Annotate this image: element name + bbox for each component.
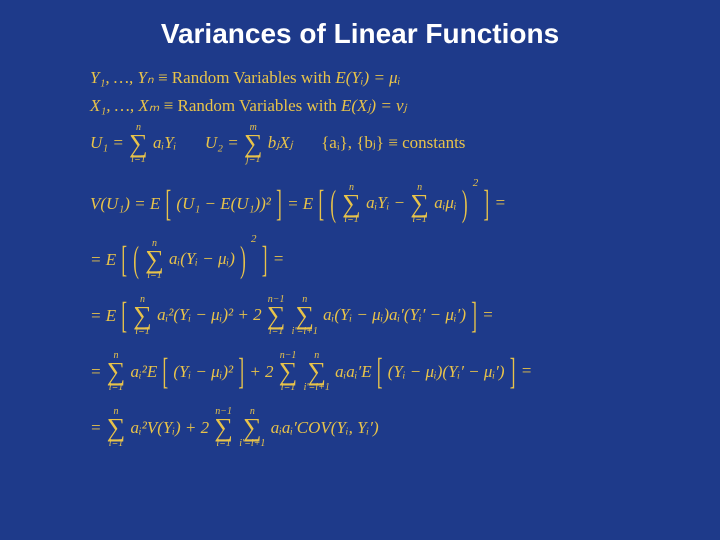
sum-icon: n ∑ i=1 (129, 123, 148, 165)
sum-bot: i=1 (107, 439, 126, 449)
eq-line-2: X₁, …, Xₘ ≡ Random Variables with E(Xⱼ) … (90, 96, 690, 116)
l5-tail: = (273, 249, 284, 268)
l7-innerA: (Yᵢ − μᵢ)² (173, 362, 233, 382)
l7-innerB: (Yᵢ − μᵢ)(Yᵢ′ − μᵢ′) (388, 362, 505, 382)
sum-bot: i=1 (107, 383, 126, 393)
sum-icon: n ∑ i′=i+1 (292, 295, 318, 337)
sum-icon: n ∑ i=1 (145, 239, 164, 281)
sum-bot: i=1 (342, 215, 361, 225)
sum-bot: i=1 (267, 327, 286, 337)
l5-lhs: = E (90, 250, 116, 270)
sum-bot: i=1 (129, 155, 148, 165)
l4-bodyB: aᵢμᵢ (434, 193, 456, 212)
eq-line-4: V(U₁) = E [ (U₁ − E(U₁))² ] = E [ ( n ∑ … (90, 183, 690, 225)
l4-sq: 2 (473, 177, 479, 190)
l2-lhs: X₁, …, Xₘ (90, 96, 159, 115)
sum-bot: i=1 (145, 271, 164, 281)
eq-line-6: = E [ n ∑ i=1 aᵢ²(Yᵢ − μᵢ)² + 2 n−1 ∑ i=… (90, 295, 690, 337)
l6-bodyA: aᵢ²(Yᵢ − μᵢ)² + 2 (157, 305, 262, 324)
l2-text: ≡ Random Variables with (164, 96, 341, 115)
l3-body2: bⱼXⱼ (268, 133, 293, 152)
l8-lhs: = (90, 418, 101, 438)
sum-bot: j=1 (244, 155, 263, 165)
l4-lhs: V(U₁) = E (90, 194, 160, 214)
sum-bot: i=1 (214, 439, 233, 449)
l1-rhs: E(Yᵢ) = μᵢ (335, 68, 400, 87)
l7-plus: + 2 (249, 362, 273, 382)
eq-line-3: U₁ = n ∑ i=1 aᵢYᵢ U₂ = m ∑ j=1 bⱼXⱼ { (90, 123, 690, 165)
slide-title: Variances of Linear Functions (90, 18, 690, 50)
l7-tail: = (521, 361, 532, 380)
l3-u1: U₁ = (90, 133, 128, 152)
sum-bot: i=1 (279, 383, 298, 393)
sum-icon: n−1 ∑ i=1 (279, 351, 298, 393)
sum-icon: n ∑ i=1 (107, 351, 126, 393)
sum-bot: i′=i+1 (239, 439, 265, 449)
l7-lhs: = (90, 362, 101, 382)
math-block: Y₁, …, Yₙ ≡ Random Variables with E(Yᵢ) … (90, 68, 690, 449)
sum-bot: i′=i+1 (292, 327, 318, 337)
l8-bodyB: aᵢaᵢ′COV(Yᵢ, Yᵢ′) (271, 418, 379, 438)
sum-icon: n ∑ i=1 (133, 295, 152, 337)
l4-tail: = (494, 193, 505, 212)
sum-bot: i′=i+1 (304, 383, 330, 393)
sum-icon: n ∑ i=1 (342, 183, 361, 225)
l6-tail: = (482, 305, 493, 324)
eq-line-1: Y₁, …, Yₙ ≡ Random Variables with E(Yᵢ) … (90, 68, 690, 88)
eq-line-5: = E [ ( n ∑ i=1 aᵢ(Yᵢ − μᵢ) ) 2 ] = (90, 239, 690, 281)
l7-bodyA: aᵢ²E (131, 362, 158, 382)
slide: Variances of Linear Functions Y₁, …, Yₙ … (0, 0, 720, 540)
sum-bot: i=1 (410, 215, 429, 225)
l5-sq: 2 (251, 233, 257, 246)
l7-bodyB: aᵢaᵢ′E (335, 362, 371, 382)
sum-icon: n ∑ i=1 (410, 183, 429, 225)
l6-lhs: = E (90, 306, 116, 326)
l2-rhs: E(Xⱼ) = νⱼ (341, 96, 407, 115)
l8-bodyA: aᵢ²V(Yᵢ) + 2 (131, 418, 210, 438)
sum-bot: i=1 (133, 327, 152, 337)
sum-icon: m ∑ j=1 (244, 123, 263, 165)
l5-body: aᵢ(Yᵢ − μᵢ) (169, 249, 235, 268)
sum-icon: n−1 ∑ i=1 (267, 295, 286, 337)
eq-line-8: = n ∑ i=1 aᵢ²V(Yᵢ) + 2 n−1 ∑ i=1 n ∑ i′=… (90, 407, 690, 449)
l6-body2: aᵢ(Yᵢ − μᵢ)aᵢ′(Yᵢ′ − μᵢ′) (323, 305, 466, 324)
l4-bodyA: aᵢYᵢ − (366, 193, 405, 212)
l1-lhs: Y₁, …, Yₙ (90, 68, 154, 87)
sum-icon: n ∑ i′=i+1 (304, 351, 330, 393)
l3-u2: U₂ = (205, 133, 243, 152)
l1-text: ≡ Random Variables with (158, 68, 335, 87)
l4-inner1: (U₁ − E(U₁))² (176, 194, 270, 214)
l3-body1: aᵢYᵢ (153, 133, 176, 152)
sum-icon: n ∑ i=1 (107, 407, 126, 449)
l4-mid: = E (287, 194, 313, 214)
sum-icon: n ∑ i′=i+1 (239, 407, 265, 449)
l3-tail: {aᵢ}, {bⱼ} ≡ constants (321, 133, 465, 152)
eq-line-7: = n ∑ i=1 aᵢ²E [ (Yᵢ − μᵢ)² ] + 2 n−1 ∑ … (90, 351, 690, 393)
sum-icon: n−1 ∑ i=1 (214, 407, 233, 449)
